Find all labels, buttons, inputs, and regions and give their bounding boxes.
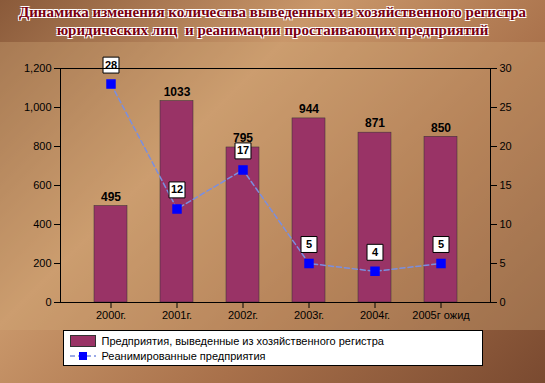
svg-text:20: 20	[500, 140, 512, 152]
svg-text:0: 0	[45, 296, 51, 308]
svg-text:2003г.: 2003г.	[294, 309, 324, 321]
svg-text:1,000: 1,000	[24, 101, 52, 113]
svg-text:2000г.: 2000г.	[96, 309, 126, 321]
svg-text:10: 10	[500, 218, 512, 230]
svg-text:25: 25	[500, 101, 512, 113]
svg-text:5: 5	[500, 257, 506, 269]
svg-text:1,200: 1,200	[24, 62, 52, 74]
svg-text:795: 795	[233, 131, 253, 146]
svg-text:30: 30	[500, 62, 512, 74]
svg-text:600: 600	[33, 179, 51, 191]
svg-text:0: 0	[500, 296, 506, 308]
svg-text:4: 4	[372, 246, 379, 258]
html-text:Реанимированные предприятия: Реанимированные предприятия	[101, 349, 266, 362]
svg-text:200: 200	[33, 257, 51, 269]
html-text:Предприятия, выведенные из хоз: Предприятия, выведенные из хозяйственног…	[101, 334, 384, 347]
svg-text:871: 871	[365, 116, 385, 130]
svg-text:400: 400	[33, 218, 51, 230]
svg-text:2005г ожид: 2005г ожид	[412, 309, 470, 321]
svg-text:5: 5	[438, 238, 444, 250]
svg-text:5: 5	[306, 238, 312, 250]
svg-text:17: 17	[237, 144, 249, 156]
svg-text:2004г.: 2004г.	[360, 309, 390, 321]
svg-text:495: 495	[101, 190, 121, 204]
svg-text:800: 800	[33, 140, 51, 152]
html-text:Динамика изменения количества: Динамика изменения количества выведенных…	[18, 4, 530, 38]
svg-text:944: 944	[299, 102, 319, 116]
svg-text:850: 850	[431, 121, 451, 135]
svg-text:2002г.: 2002г.	[228, 309, 258, 321]
svg-text:1033: 1033	[164, 85, 191, 99]
svg-text:12: 12	[171, 183, 183, 195]
svg-text:28: 28	[104, 58, 118, 71]
svg-text:15: 15	[500, 179, 512, 191]
svg-text:2001г.: 2001г.	[162, 309, 192, 321]
